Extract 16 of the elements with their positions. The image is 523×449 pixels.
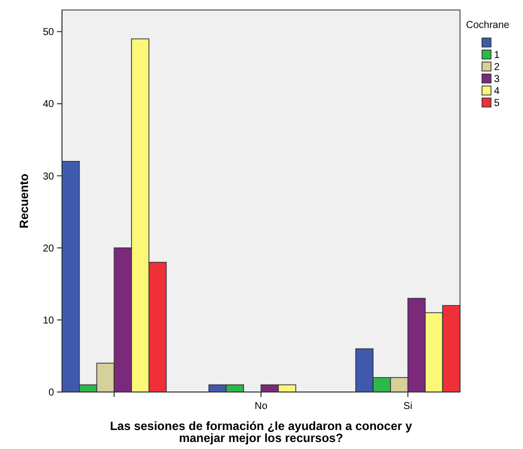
legend-label: 3 bbox=[494, 74, 500, 85]
y-tick-label: 50 bbox=[42, 27, 54, 38]
y-tick-label: 40 bbox=[42, 99, 54, 110]
x-tick-label: No bbox=[254, 401, 268, 412]
y-tick-label: 10 bbox=[42, 315, 54, 326]
legend-label: 5 bbox=[494, 98, 500, 109]
y-axis-title: Recuento bbox=[17, 174, 31, 228]
x-tick-label: Si bbox=[403, 401, 412, 412]
y-tick-label: 30 bbox=[42, 171, 54, 182]
x-axis-title: Las sesiones de formación ¿le ayudaron a conocer y manejar mejor los recursos? bbox=[110, 419, 412, 445]
legend-label: 1 bbox=[494, 50, 500, 61]
legend-label: 2 bbox=[494, 62, 500, 73]
y-tick-label: 20 bbox=[42, 243, 54, 254]
legend-label: 4 bbox=[494, 86, 500, 97]
legend-title: Cochrane bbox=[466, 20, 510, 31]
y-tick-label: 0 bbox=[48, 388, 54, 398]
